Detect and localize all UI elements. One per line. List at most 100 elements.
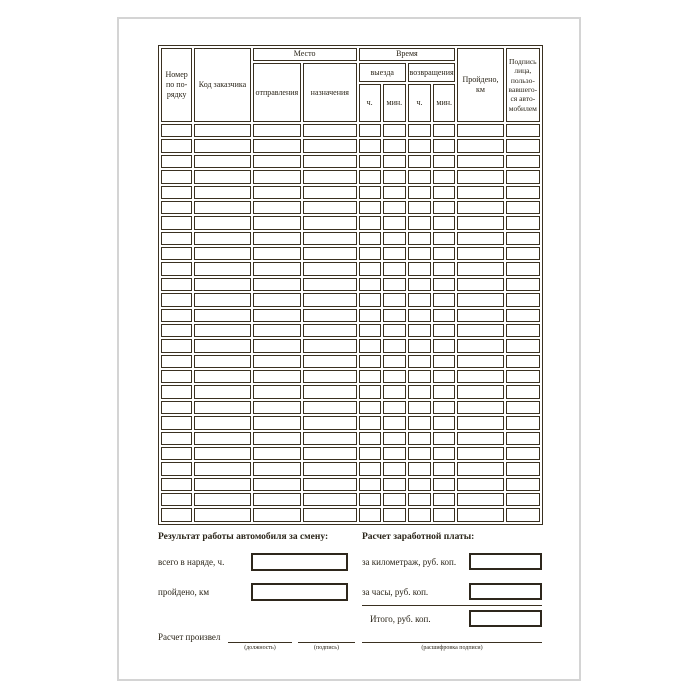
table-cell[interactable] (505, 200, 540, 215)
table-cell[interactable] (358, 154, 381, 169)
table-cell[interactable] (303, 124, 357, 138)
table-cell[interactable] (252, 262, 302, 276)
table-cell[interactable] (194, 293, 251, 307)
table-cell[interactable] (433, 385, 456, 399)
table-cell[interactable] (382, 477, 406, 491)
decoding-line[interactable] (362, 642, 542, 643)
table-cell[interactable] (457, 293, 504, 307)
table-cell[interactable] (505, 308, 540, 322)
table-cell[interactable] (194, 170, 251, 184)
table-cell[interactable] (358, 277, 381, 292)
table-cell[interactable] (457, 277, 504, 292)
table-cell[interactable] (457, 216, 504, 230)
table-cell[interactable] (252, 293, 302, 307)
table-cell[interactable] (358, 170, 381, 184)
table-cell[interactable] (358, 185, 381, 199)
table-cell[interactable] (433, 308, 456, 322)
table-cell[interactable] (252, 277, 302, 292)
table-cell[interactable] (194, 231, 251, 245)
table-cell[interactable] (161, 185, 193, 199)
table-cell[interactable] (457, 446, 504, 461)
table-cell[interactable] (252, 154, 302, 169)
table-cell[interactable] (407, 323, 432, 338)
table-cell[interactable] (358, 124, 381, 138)
total-field[interactable] (469, 610, 542, 627)
table-cell[interactable] (407, 462, 432, 476)
table-cell[interactable] (161, 170, 193, 184)
table-cell[interactable] (161, 154, 193, 169)
table-cell[interactable] (433, 277, 456, 292)
table-cell[interactable] (252, 416, 302, 430)
table-cell[interactable] (161, 385, 193, 399)
table-cell[interactable] (252, 139, 302, 153)
table-cell[interactable] (382, 508, 406, 522)
table-cell[interactable] (505, 231, 540, 245)
table-cell[interactable] (433, 170, 456, 184)
table-cell[interactable] (457, 124, 504, 138)
table-cell[interactable] (457, 200, 504, 215)
table-cell[interactable] (382, 431, 406, 445)
table-cell[interactable] (358, 370, 381, 384)
signature-line[interactable] (298, 642, 355, 643)
table-cell[interactable] (407, 354, 432, 368)
distance-field[interactable] (251, 583, 348, 601)
table-cell[interactable] (382, 370, 406, 384)
table-cell[interactable] (303, 354, 357, 368)
hours-pay-field[interactable] (469, 583, 542, 600)
table-cell[interactable] (303, 293, 357, 307)
table-cell[interactable] (252, 170, 302, 184)
table-cell[interactable] (303, 339, 357, 353)
table-cell[interactable] (407, 139, 432, 153)
table-cell[interactable] (194, 385, 251, 399)
table-cell[interactable] (505, 154, 540, 169)
table-cell[interactable] (161, 247, 193, 261)
table-cell[interactable] (161, 477, 193, 491)
table-cell[interactable] (252, 431, 302, 445)
table-cell[interactable] (303, 200, 357, 215)
table-cell[interactable] (252, 124, 302, 138)
table-cell[interactable] (194, 262, 251, 276)
table-cell[interactable] (407, 216, 432, 230)
table-cell[interactable] (382, 277, 406, 292)
table-cell[interactable] (358, 339, 381, 353)
table-cell[interactable] (457, 323, 504, 338)
table-cell[interactable] (382, 200, 406, 215)
table-cell[interactable] (358, 508, 381, 522)
mileage-field[interactable] (469, 553, 542, 570)
table-cell[interactable] (407, 247, 432, 261)
table-cell[interactable] (303, 370, 357, 384)
table-cell[interactable] (161, 293, 193, 307)
table-cell[interactable] (194, 185, 251, 199)
table-cell[interactable] (358, 400, 381, 415)
table-cell[interactable] (505, 262, 540, 276)
table-cell[interactable] (161, 400, 193, 415)
table-cell[interactable] (407, 400, 432, 415)
table-cell[interactable] (303, 231, 357, 245)
table-cell[interactable] (303, 185, 357, 199)
table-cell[interactable] (382, 170, 406, 184)
table-cell[interactable] (382, 354, 406, 368)
table-cell[interactable] (161, 308, 193, 322)
table-cell[interactable] (505, 139, 540, 153)
table-cell[interactable] (457, 231, 504, 245)
table-cell[interactable] (194, 339, 251, 353)
table-cell[interactable] (194, 139, 251, 153)
table-cell[interactable] (505, 185, 540, 199)
table-cell[interactable] (457, 185, 504, 199)
table-cell[interactable] (358, 262, 381, 276)
table-cell[interactable] (382, 400, 406, 415)
table-cell[interactable] (161, 339, 193, 353)
table-cell[interactable] (194, 493, 251, 507)
table-cell[interactable] (457, 370, 504, 384)
table-cell[interactable] (505, 508, 540, 522)
table-cell[interactable] (433, 508, 456, 522)
table-cell[interactable] (457, 354, 504, 368)
table-cell[interactable] (252, 446, 302, 461)
table-cell[interactable] (194, 277, 251, 292)
table-cell[interactable] (194, 370, 251, 384)
table-cell[interactable] (382, 139, 406, 153)
table-cell[interactable] (457, 139, 504, 153)
table-cell[interactable] (194, 416, 251, 430)
table-cell[interactable] (505, 400, 540, 415)
table-cell[interactable] (407, 339, 432, 353)
